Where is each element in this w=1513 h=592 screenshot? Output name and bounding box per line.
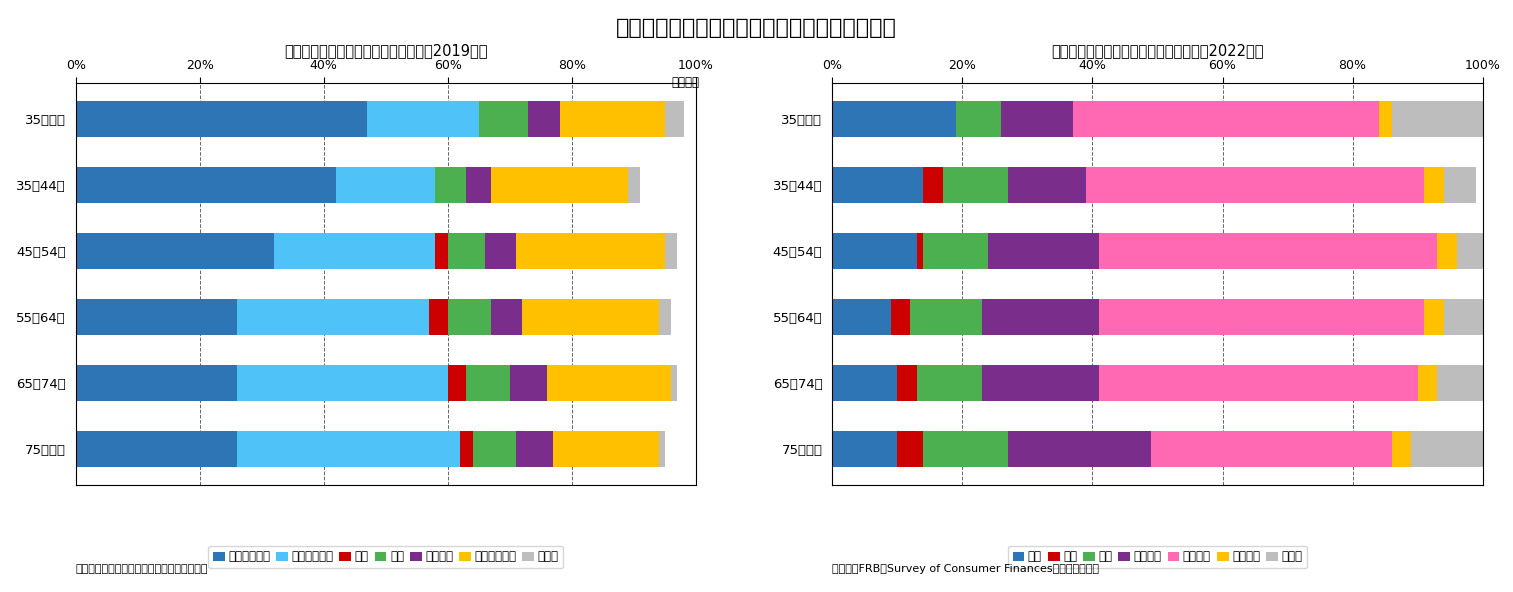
Bar — [628, 167, 640, 204]
Bar — [1098, 233, 1437, 269]
Bar — [274, 233, 436, 269]
Bar — [76, 101, 368, 137]
Bar — [76, 233, 274, 269]
Bar — [982, 365, 1098, 401]
Bar — [1151, 431, 1392, 467]
Bar — [917, 233, 923, 269]
Bar — [448, 299, 492, 335]
Bar — [1378, 101, 1392, 137]
Bar — [1437, 233, 1457, 269]
Bar — [76, 431, 238, 467]
Legend: 通貨性預貯金, 定期性預貯金, 債券, 株式, 投資信託, 生命保険など, その他: 通貨性預貯金, 定期性預貯金, 債券, 株式, 投資信託, 生命保険など, その… — [209, 546, 563, 568]
Bar — [466, 167, 492, 204]
Bar — [528, 101, 560, 137]
Bar — [1437, 365, 1483, 401]
Bar — [1392, 431, 1412, 467]
Bar — [478, 101, 528, 137]
Bar — [923, 167, 943, 204]
Bar — [988, 233, 1098, 269]
Bar — [658, 299, 672, 335]
Bar — [1443, 167, 1477, 204]
Bar — [76, 167, 336, 204]
Bar — [897, 365, 917, 401]
Text: （資料）総務省統計局「全国家計構造調査」: （資料）総務省統計局「全国家計構造調査」 — [76, 564, 209, 574]
Bar — [472, 431, 516, 467]
Bar — [923, 431, 1008, 467]
Bar — [430, 299, 448, 335]
Bar — [923, 233, 988, 269]
Bar — [1008, 431, 1151, 467]
Bar — [1086, 167, 1424, 204]
Bar — [548, 365, 672, 401]
Bar — [1073, 101, 1378, 137]
Title: 日本における年齢階級別金融資産額（2019年）: 日本における年齢階級別金融資産額（2019年） — [284, 43, 487, 58]
Text: （万円）: （万円） — [670, 76, 699, 89]
Bar — [238, 299, 430, 335]
Bar — [1008, 167, 1086, 204]
Bar — [911, 299, 982, 335]
Text: （資料）FRB「Survey of Consumer Finances」より筆者作成: （資料）FRB「Survey of Consumer Finances」より筆者… — [832, 564, 1098, 574]
Bar — [1443, 299, 1483, 335]
Bar — [1392, 101, 1483, 137]
Bar — [560, 101, 664, 137]
Bar — [664, 101, 684, 137]
Bar — [891, 299, 911, 335]
Bar — [956, 101, 1002, 137]
Bar — [664, 233, 678, 269]
Bar — [486, 233, 516, 269]
Bar — [832, 167, 923, 204]
Bar — [672, 365, 678, 401]
Bar — [832, 431, 897, 467]
Bar — [982, 299, 1098, 335]
Bar — [448, 233, 486, 269]
Bar — [1098, 299, 1424, 335]
Bar — [1412, 431, 1483, 467]
Bar — [1457, 233, 1489, 269]
Text: （図表５）日米における年齢階級別金融資産額: （図表５）日米における年齢階級別金融資産額 — [616, 18, 897, 38]
Bar — [492, 167, 628, 204]
Bar — [510, 365, 548, 401]
Bar — [832, 233, 917, 269]
Bar — [460, 431, 472, 467]
Bar — [832, 365, 897, 401]
Legend: 預金, 債券, 株式, 投資信託, 退職口座, 生命保険, その他: 預金, 債券, 株式, 投資信託, 退職口座, 生命保険, その他 — [1008, 546, 1307, 568]
Bar — [658, 431, 664, 467]
Bar — [516, 431, 554, 467]
Bar — [436, 167, 466, 204]
Bar — [336, 167, 436, 204]
Bar — [1002, 101, 1073, 137]
Bar — [832, 299, 891, 335]
Bar — [238, 365, 448, 401]
Bar — [492, 299, 522, 335]
Bar — [466, 365, 510, 401]
Bar — [1424, 299, 1443, 335]
Bar — [1098, 365, 1418, 401]
Bar — [943, 167, 1008, 204]
Bar — [522, 299, 658, 335]
Bar — [917, 365, 982, 401]
Bar — [448, 365, 466, 401]
Bar — [368, 101, 478, 137]
Bar — [76, 299, 238, 335]
Bar — [554, 431, 658, 467]
Title: 米国における年齢階級別金融資産割合（2022年）: 米国における年齢階級別金融資産割合（2022年） — [1052, 43, 1263, 58]
Bar — [76, 365, 238, 401]
Bar — [1424, 167, 1443, 204]
Bar — [436, 233, 448, 269]
Bar — [1418, 365, 1437, 401]
Bar — [238, 431, 460, 467]
Bar — [832, 101, 956, 137]
Bar — [897, 431, 923, 467]
Bar — [516, 233, 664, 269]
